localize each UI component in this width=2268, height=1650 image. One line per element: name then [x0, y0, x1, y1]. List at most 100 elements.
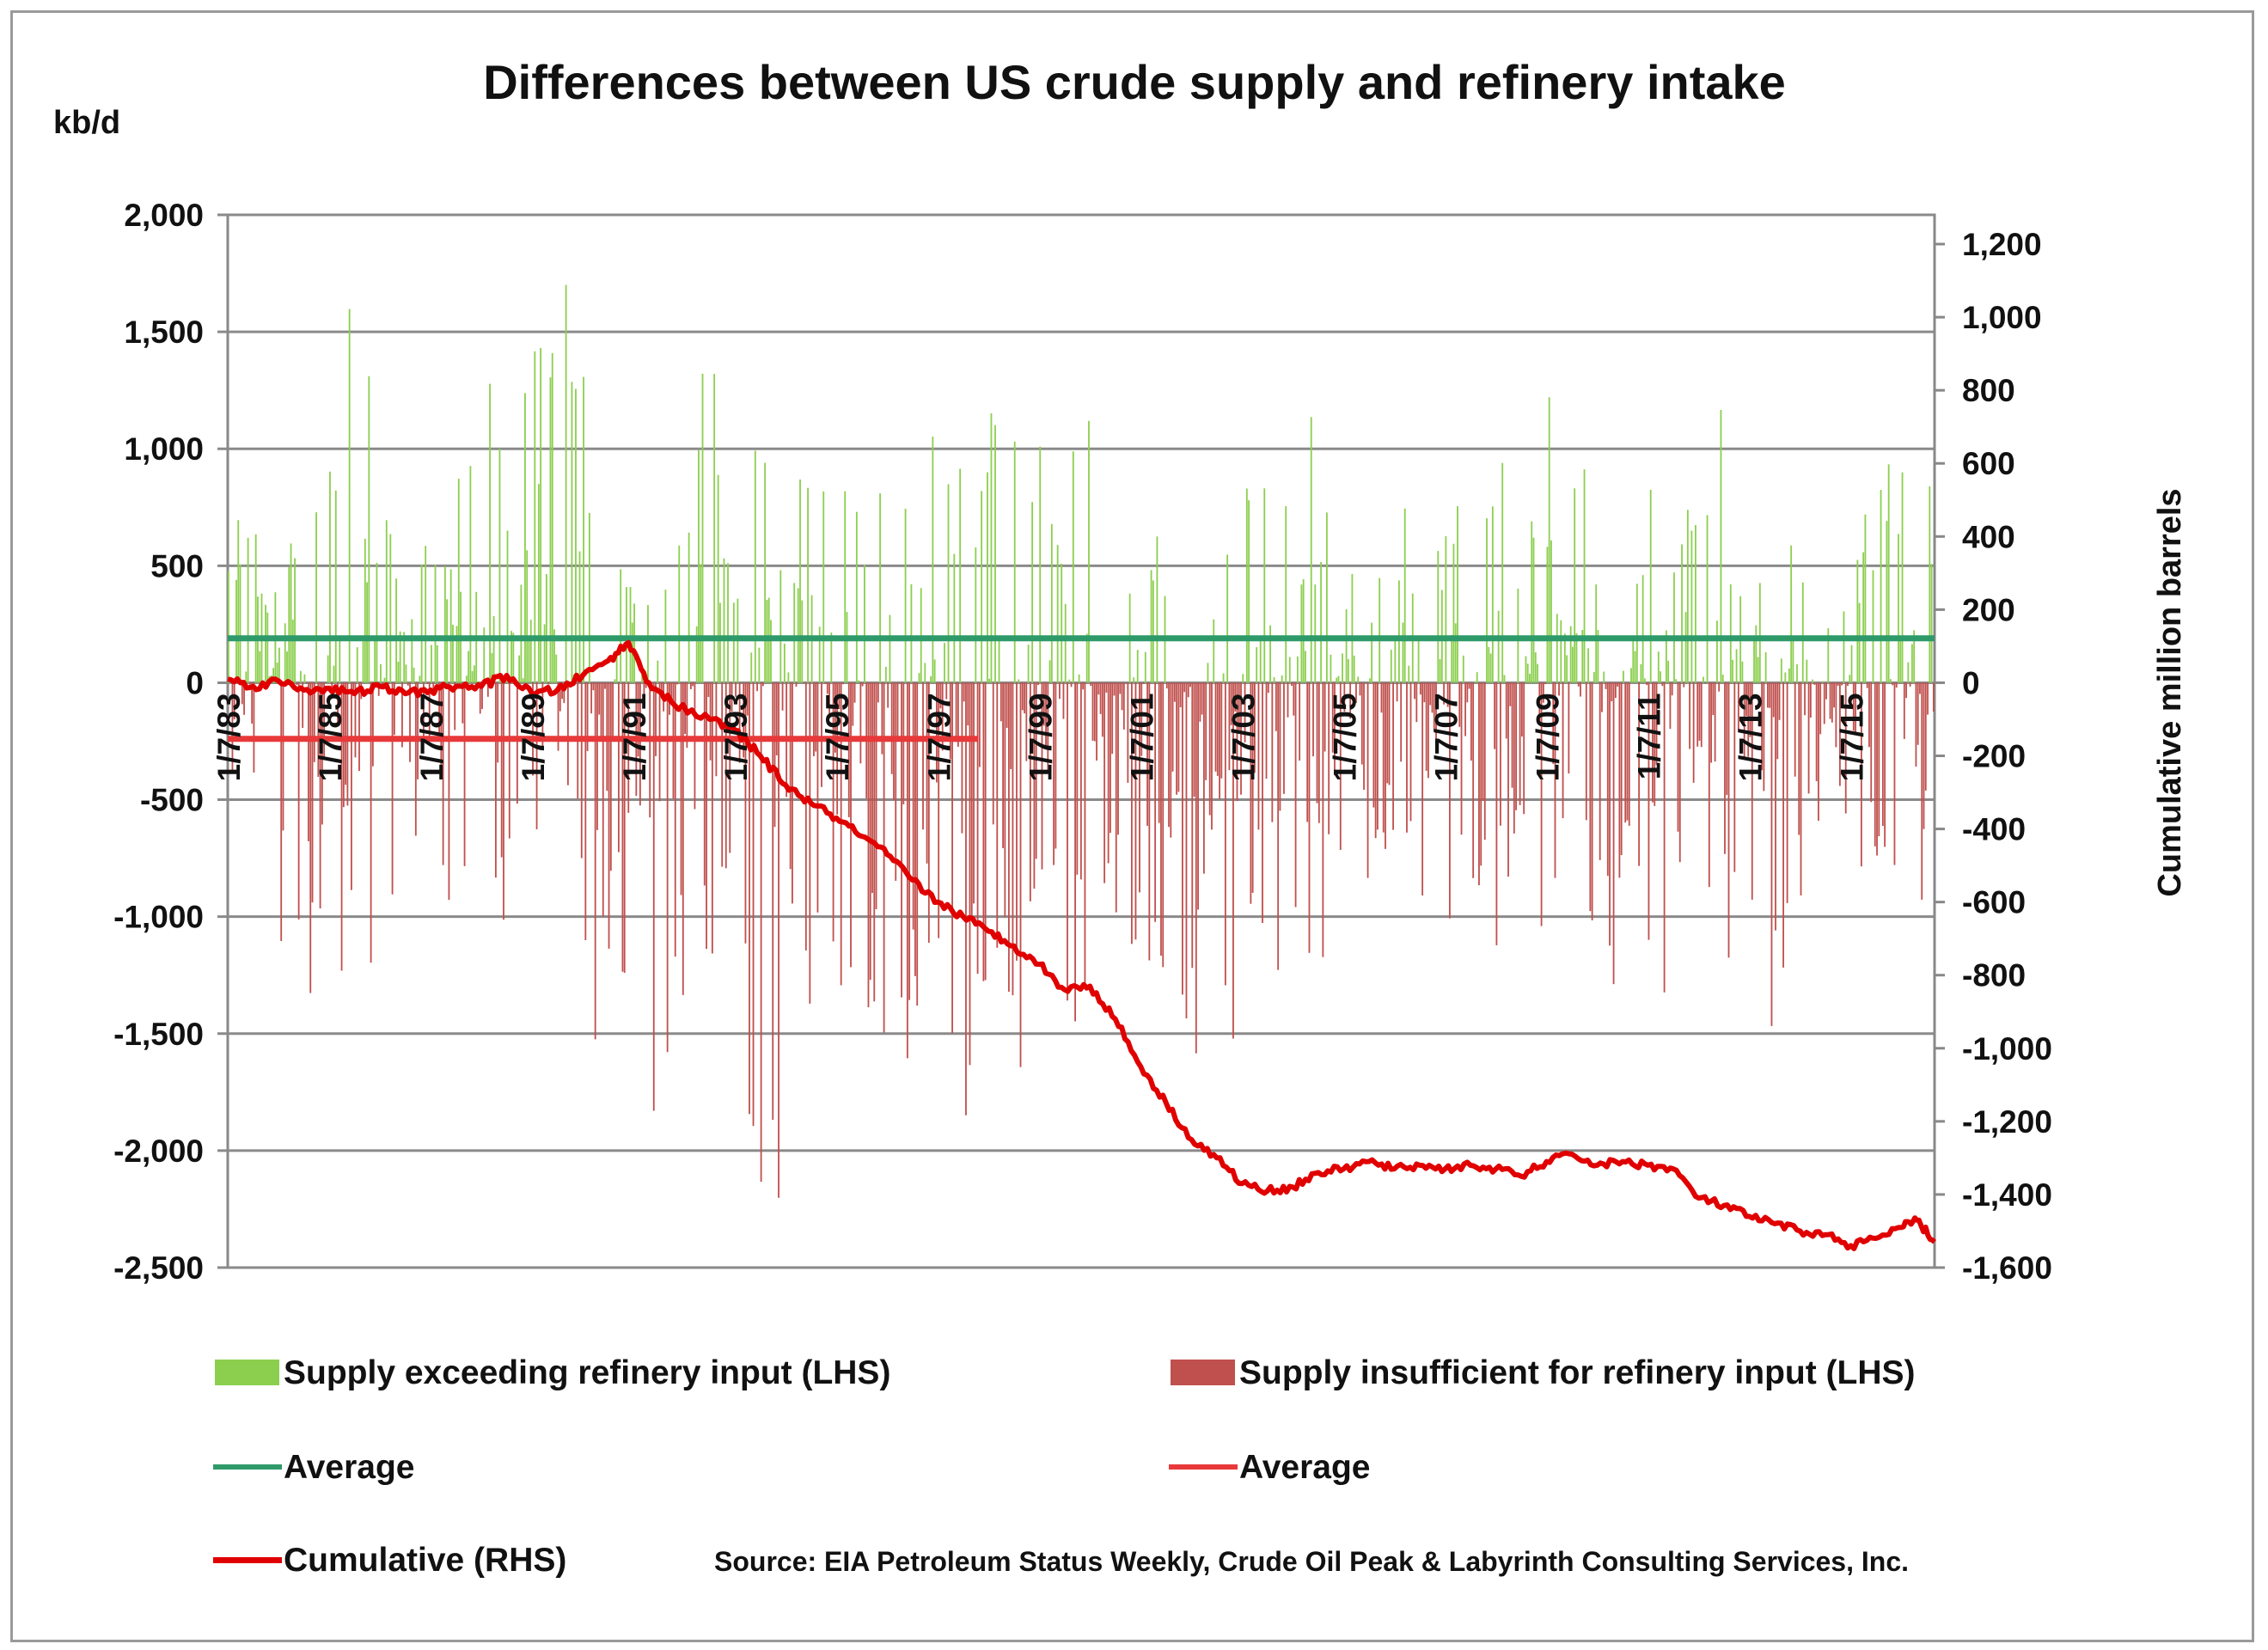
bar-supply-insufficient [1232, 682, 1234, 1039]
right-tick-label: -1,600 [1962, 1250, 2052, 1286]
bar-supply-insufficient [1646, 682, 1648, 686]
bar-supply-insufficient [596, 682, 598, 830]
bar-supply-insufficient [922, 682, 924, 830]
bar-supply-insufficient [454, 682, 456, 730]
bar-supply-insufficient [1107, 682, 1110, 864]
bar-supply-exceeding [1394, 640, 1397, 683]
bar-supply-insufficient [1059, 682, 1061, 700]
left-axis-unit: kb/d [53, 105, 120, 141]
bar-supply-insufficient [1000, 682, 1002, 722]
bar-supply-insufficient [1700, 682, 1703, 748]
bar-supply-insufficient [1427, 682, 1429, 779]
bar-supply-insufficient [1189, 682, 1191, 688]
bar-supply-insufficient [566, 682, 569, 785]
bar-supply-insufficient [778, 682, 779, 1198]
bar-supply-insufficient [1091, 682, 1094, 741]
bar-supply-exceeding [334, 490, 337, 683]
bar-supply-insufficient [1185, 682, 1188, 1018]
bar-supply-insufficient [409, 682, 411, 762]
bar-supply-exceeding [303, 674, 306, 683]
bar-supply-exceeding [688, 532, 690, 683]
bar-supply-exceeding [1347, 658, 1349, 683]
bar-supply-insufficient [1712, 682, 1715, 716]
bar-supply-insufficient [1611, 682, 1613, 702]
bar-supply-insufficient [1696, 682, 1699, 747]
bar-supply-exceeding [1550, 540, 1552, 683]
left-tick-label: -2,000 [113, 1134, 204, 1169]
bar-supply-insufficient [1385, 682, 1386, 849]
bar-supply-insufficient [1122, 682, 1125, 730]
bar-supply-insufficient [1823, 682, 1825, 724]
bar-supply-exceeding [290, 543, 292, 683]
bar-supply-insufficient [1818, 682, 1819, 822]
bar-supply-exceeding [405, 664, 407, 683]
bar-supply-insufficient [1400, 682, 1403, 762]
bar-supply-exceeding [1310, 417, 1312, 683]
bar-supply-exceeding [1890, 679, 1892, 683]
bar-supply-exceeding [998, 640, 1000, 683]
bar-supply-exceeding [575, 388, 577, 683]
bar-supply-exceeding [469, 466, 472, 683]
x-tick-label: 1/7/11 [1632, 693, 1667, 779]
bar-supply-insufficient [680, 682, 682, 895]
bar-supply-insufficient [311, 682, 314, 903]
bar-supply-exceeding [1152, 580, 1154, 683]
bar-supply-insufficient [1523, 682, 1525, 815]
right-tick-label: 600 [1962, 446, 2015, 481]
bar-supply-exceeding [1929, 486, 1931, 683]
bar-supply-exceeding [522, 678, 524, 683]
bar-supply-insufficient [1724, 682, 1726, 854]
bar-supply-insufficient [1012, 682, 1014, 996]
bar-supply-exceeding [1501, 462, 1504, 683]
bar-supply-insufficient [1160, 682, 1162, 956]
x-tick-label: 1/7/95 [820, 693, 855, 781]
bar-supply-insufficient [1097, 682, 1100, 695]
bar-supply-insufficient [1062, 682, 1065, 719]
bar-supply-exceeding [327, 655, 329, 683]
bar-supply-exceeding [299, 670, 302, 683]
bar-supply-insufficient [689, 682, 692, 689]
bar-supply-exceeding [1489, 653, 1492, 683]
bar-supply-insufficient [1202, 682, 1205, 874]
bar-supply-insufficient [1626, 682, 1629, 821]
bar-supply-insufficient [721, 682, 724, 867]
bar-supply-exceeding [988, 678, 991, 683]
bar-supply-insufficient [1082, 682, 1085, 690]
left-tick-label: 1,500 [124, 315, 204, 350]
bar-supply-insufficient [1884, 682, 1886, 847]
bar-supply-insufficient [407, 682, 409, 686]
bar-supply-exceeding [1597, 630, 1599, 683]
bar-supply-insufficient [1096, 682, 1097, 761]
bar-supply-exceeding [787, 672, 790, 683]
bar-supply-insufficient [1415, 682, 1418, 723]
bar-supply-insufficient [1234, 682, 1237, 712]
chart-frame [10, 10, 2254, 1642]
bar-supply-insufficient [1860, 682, 1862, 867]
bar-supply-insufficient [313, 682, 315, 762]
bar-supply-exceeding [1136, 650, 1139, 683]
bar-supply-insufficient [1199, 682, 1201, 722]
bar-supply-insufficient [682, 682, 684, 995]
bar-supply-insufficient [1250, 682, 1252, 904]
bar-supply-insufficient [637, 682, 639, 757]
bar-supply-insufficient [1513, 682, 1515, 834]
bar-supply-insufficient [1825, 682, 1827, 700]
bar-supply-exceeding [1641, 575, 1644, 683]
bar-supply-exceeding [286, 651, 288, 683]
bar-supply-exceeding [1741, 661, 1744, 683]
bar-supply-insufficient [670, 682, 673, 701]
bar-supply-exceeding [540, 348, 542, 683]
bar-supply-exceeding [239, 565, 241, 683]
bar-supply-insufficient [803, 682, 805, 684]
bar-supply-insufficient [828, 682, 830, 716]
bar-supply-exceeding [1288, 657, 1291, 683]
bar-supply-insufficient [1612, 682, 1615, 985]
bar-supply-insufficient [887, 682, 889, 708]
chart-title: Differences between US crude supply and … [483, 55, 1786, 109]
bar-supply-exceeding [1632, 636, 1635, 683]
bar-supply-insufficient [1349, 682, 1352, 719]
bar-supply-insufficient [297, 682, 300, 920]
bar-supply-insufficient [1794, 682, 1796, 777]
bar-supply-insufficient [1228, 682, 1231, 771]
bar-supply-exceeding [380, 663, 382, 683]
